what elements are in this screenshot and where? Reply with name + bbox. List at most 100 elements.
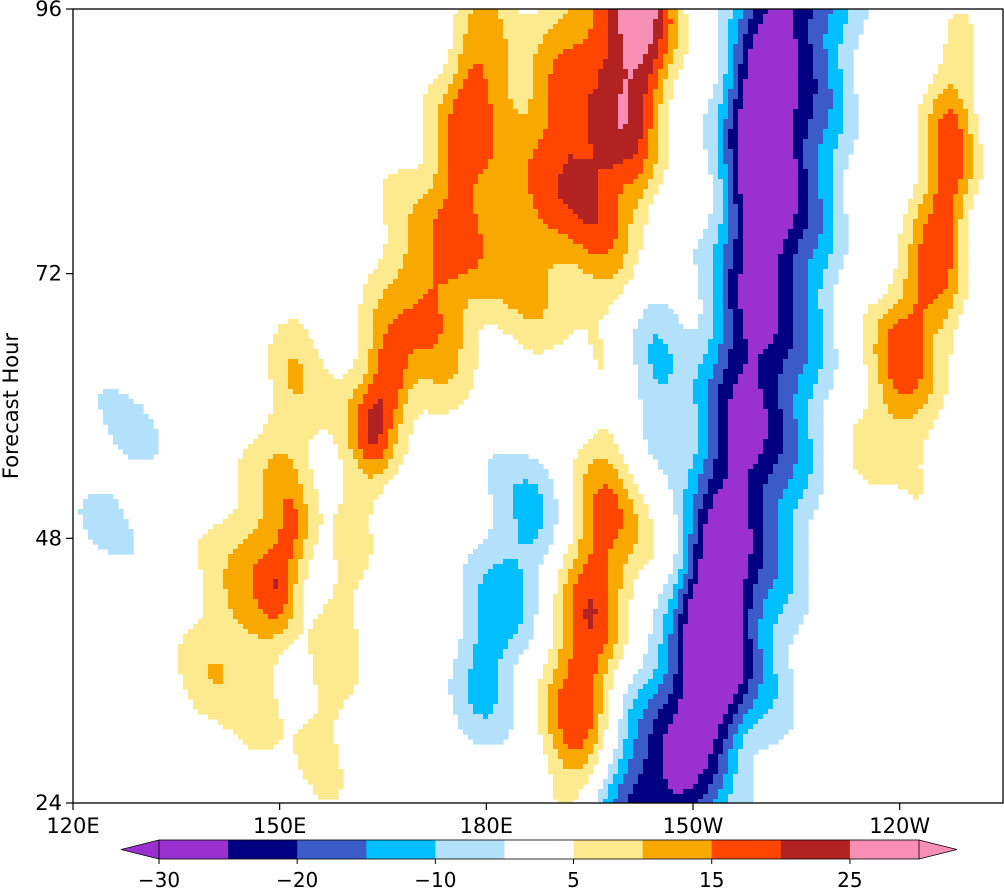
contour-cell bbox=[793, 469, 814, 475]
contour-cell bbox=[913, 189, 929, 195]
contour-cell bbox=[573, 459, 594, 465]
contour-cell bbox=[793, 334, 809, 340]
contour-cell bbox=[778, 379, 799, 385]
contour-cell bbox=[823, 349, 839, 355]
contour-cell bbox=[768, 9, 794, 15]
contour-cell bbox=[343, 494, 379, 500]
contour-cell bbox=[818, 154, 834, 160]
contour-cell bbox=[478, 619, 524, 625]
contour-cell bbox=[723, 269, 729, 275]
contour-cell bbox=[723, 254, 734, 260]
contour-cell bbox=[348, 419, 359, 425]
contour-cell bbox=[253, 579, 274, 585]
contour-cell bbox=[458, 369, 474, 375]
contour-cell bbox=[803, 229, 824, 235]
contour-cell bbox=[568, 549, 579, 555]
contour-cell bbox=[263, 494, 304, 500]
contour-cell bbox=[578, 214, 599, 220]
contour-cell bbox=[453, 669, 469, 675]
contour-cell bbox=[778, 569, 794, 575]
contour-cell bbox=[553, 624, 564, 630]
contour-cell bbox=[793, 19, 809, 25]
contour-cell bbox=[643, 664, 659, 670]
contour-cell bbox=[738, 689, 749, 695]
contour-cell bbox=[573, 529, 584, 535]
contour-cell bbox=[743, 89, 799, 95]
contour-cell bbox=[468, 734, 509, 740]
contour-cell bbox=[633, 339, 654, 345]
colorbar-label: −20 bbox=[276, 868, 318, 892]
contour-cell bbox=[843, 109, 859, 115]
contour-cell bbox=[343, 474, 369, 480]
contour-cell bbox=[738, 144, 794, 150]
contour-cell bbox=[653, 94, 664, 100]
contour-cell bbox=[843, 89, 854, 95]
contour-cell bbox=[788, 354, 809, 360]
contour-cell bbox=[623, 84, 629, 90]
x-axis: 120E 150E 180E 150W 120W bbox=[46, 803, 930, 838]
contour-cell bbox=[463, 629, 479, 635]
contour-cell bbox=[918, 129, 929, 135]
contour-cell bbox=[738, 709, 749, 715]
contour-cell bbox=[808, 399, 824, 405]
contour-cell bbox=[583, 609, 599, 615]
contour-cell bbox=[928, 164, 939, 170]
contour-cell bbox=[813, 439, 824, 445]
contour-cell bbox=[288, 579, 299, 585]
contour-cell bbox=[448, 89, 459, 95]
contour-cell bbox=[743, 54, 749, 60]
contour-cell bbox=[808, 474, 824, 480]
contour-cell bbox=[638, 734, 649, 740]
contour-cell bbox=[763, 614, 779, 620]
contour-cell bbox=[658, 139, 669, 145]
contour-cell bbox=[778, 259, 794, 265]
contour-cell bbox=[763, 19, 794, 25]
contour-cell bbox=[793, 394, 814, 400]
contour-cell bbox=[448, 114, 494, 120]
contour-cell bbox=[813, 64, 829, 70]
contour-cell bbox=[403, 379, 419, 385]
contour-cell bbox=[748, 474, 769, 480]
contour-cell bbox=[753, 529, 764, 535]
contour-cell bbox=[733, 69, 739, 75]
contour-cell bbox=[678, 9, 684, 15]
contour-cell bbox=[778, 404, 794, 410]
contour-cell bbox=[548, 754, 559, 760]
contour-cell bbox=[823, 334, 834, 340]
contour-cell bbox=[523, 574, 539, 580]
contour-cell bbox=[433, 239, 484, 245]
contour-cell bbox=[743, 659, 754, 665]
contour-cell bbox=[813, 54, 829, 60]
contour-cell bbox=[583, 269, 619, 275]
contour-cell bbox=[563, 559, 574, 565]
contour-cell bbox=[798, 374, 819, 380]
contour-cell bbox=[648, 749, 664, 755]
contour-cell bbox=[778, 264, 794, 270]
contour-cell bbox=[433, 254, 484, 260]
contour-cell bbox=[718, 119, 724, 125]
contour-cell bbox=[723, 339, 734, 345]
contour-cell bbox=[608, 564, 624, 570]
contour-cell bbox=[623, 714, 629, 720]
contour-cell bbox=[803, 149, 819, 155]
contour-cell bbox=[923, 229, 954, 235]
contour-cell bbox=[458, 644, 474, 650]
contour-cell bbox=[793, 414, 809, 420]
contour-cell bbox=[378, 259, 404, 265]
contour-cell bbox=[763, 494, 784, 500]
contour-cell bbox=[813, 99, 834, 105]
contour-field bbox=[78, 9, 984, 803]
contour-cell bbox=[568, 664, 599, 670]
contour-cell bbox=[638, 689, 659, 695]
contour-cell bbox=[633, 744, 649, 750]
contour-cell bbox=[843, 114, 859, 120]
contour-cell bbox=[748, 564, 764, 570]
contour-cell bbox=[548, 119, 589, 125]
contour-cell bbox=[498, 694, 514, 700]
contour-cell bbox=[438, 209, 474, 215]
contour-cell bbox=[653, 454, 694, 460]
contour-cell bbox=[778, 689, 794, 695]
contour-cell bbox=[358, 434, 369, 440]
contour-cell bbox=[383, 414, 394, 420]
contour-cell bbox=[798, 44, 814, 50]
